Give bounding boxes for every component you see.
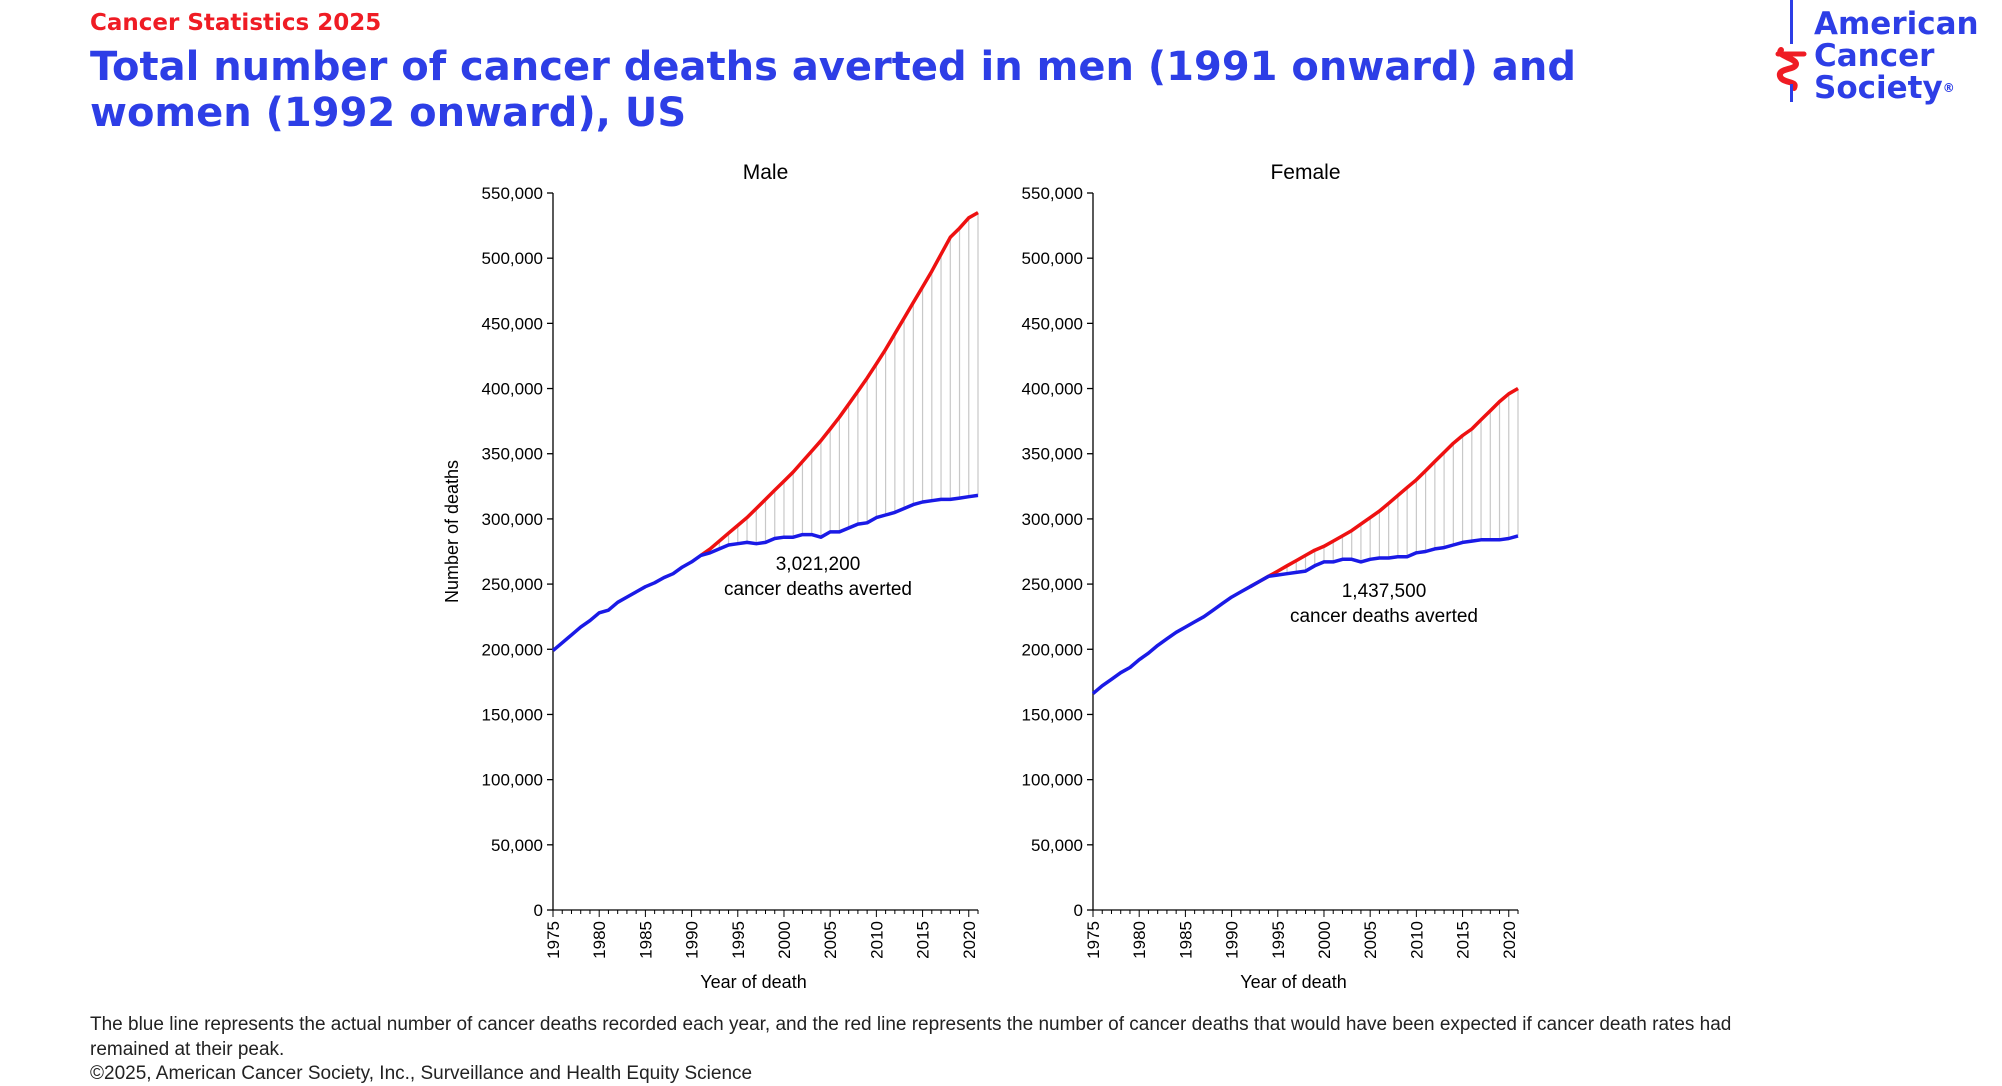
male-x-tick-label: 2010 (867, 921, 886, 959)
male-x-axis-label: Year of death (700, 972, 806, 992)
female-expected-line (1249, 386, 1519, 589)
male-y-tick-label: 50,000 (491, 836, 543, 855)
male-x-tick-label: 2005 (821, 921, 840, 959)
male-y-tick-label: 150,000 (482, 705, 543, 724)
male-x-tick-label: 1975 (544, 921, 563, 959)
female-y-tick-label: 250,000 (1022, 575, 1083, 594)
copyright: ©2025, American Cancer Society, Inc., Su… (90, 1063, 753, 1084)
female-x-tick-label: 1995 (1269, 921, 1288, 959)
male-x-tick-label: 1995 (729, 921, 748, 959)
female-y-tick-label: 0 (1074, 901, 1083, 920)
male-y-tick-label: 350,000 (482, 445, 543, 464)
female-y-tick-label: 100,000 (1022, 771, 1083, 790)
sword-logo-icon (1775, 0, 1807, 102)
report-kicker: Cancer Statistics 2025 (90, 10, 382, 36)
male-x-tick-label: 2000 (775, 921, 794, 959)
female-y-tick-label: 500,000 (1022, 249, 1083, 268)
logo-line-american: American (1814, 6, 1979, 42)
female-y-tick-label: 300,000 (1022, 510, 1083, 529)
female-y-tick-label: 550,000 (1022, 184, 1083, 203)
male-y-tick-label: 400,000 (482, 380, 543, 399)
male-averted-caption: cancer deaths averted (724, 579, 912, 600)
male-y-tick-label: 100,000 (482, 771, 543, 790)
female-averted-total: 1,437,500 (1342, 581, 1427, 602)
female-chart-title: Female (1270, 161, 1340, 184)
male-y-tick-label: 450,000 (482, 314, 543, 333)
female-x-tick-label: 2000 (1315, 921, 1334, 959)
female-x-tick-label: 1980 (1130, 921, 1149, 959)
female-chart-panel: 0 50,000 100,000 150,000 200,000 250,000 300,0… (1022, 161, 1519, 992)
male-expected-line (699, 211, 979, 557)
footnote: The blue line represents the actual numb… (90, 1014, 1732, 1060)
male-chart-title: Male (743, 161, 789, 184)
male-x-tick-label: 1990 (683, 921, 702, 959)
female-x-tick-label: 2010 (1407, 921, 1426, 959)
logo-line-cancer: Cancer (1814, 38, 1935, 74)
male-y-tick-label: 250,000 (482, 575, 543, 594)
acs-logo: American Cancer Society® (1768, 0, 1998, 110)
female-y-tick-label: 50,000 (1031, 836, 1083, 855)
female-x-tick-label: 1985 (1176, 921, 1195, 959)
male-y-axis-label: Number of deaths (442, 460, 462, 603)
female-averted-hairlines (1277, 388, 1519, 575)
male-x-tick-label: 1980 (590, 921, 609, 959)
male-y-tick-label: 550,000 (482, 184, 543, 203)
female-x-tick-label: 2020 (1500, 921, 1519, 959)
female-y-tick-label: 450,000 (1022, 314, 1083, 333)
male-x-tick-label: 1985 (636, 921, 655, 959)
male-y-tick-label: 300,000 (482, 510, 543, 529)
female-y-tick-label: 200,000 (1022, 640, 1083, 659)
female-averted-caption: cancer deaths averted (1290, 606, 1478, 627)
female-x-tick-label: 2015 (1454, 921, 1473, 959)
male-averted-total: 3,021,200 (776, 554, 861, 575)
female-actual-line (1091, 534, 1519, 695)
male-y-tick-label: 0 (534, 901, 543, 920)
registered-mark: ® (1942, 81, 1955, 95)
logo-line-society: Society (1814, 70, 1943, 106)
male-actual-line (551, 493, 979, 652)
female-x-tick-label: 1975 (1084, 921, 1103, 959)
male-y-tick-label: 200,000 (482, 640, 543, 659)
male-x-tick-label: 2015 (914, 921, 933, 959)
male-chart-panel: 0 50,000 100,000 150,000 200,000 250,000 300,0… (442, 161, 979, 992)
page-title: Total number of cancer deaths averted in… (90, 44, 1576, 136)
female-y-tick-label: 350,000 (1022, 445, 1083, 464)
female-x-axis-label: Year of death (1240, 972, 1346, 992)
male-x-tick-label: 2020 (960, 921, 979, 959)
female-x-tick-label: 1990 (1223, 921, 1242, 959)
female-x-tick-label: 2005 (1361, 921, 1380, 959)
female-y-tick-label: 150,000 (1022, 705, 1083, 724)
female-y-tick-label: 400,000 (1022, 380, 1083, 399)
male-y-tick-label: 500,000 (482, 249, 543, 268)
